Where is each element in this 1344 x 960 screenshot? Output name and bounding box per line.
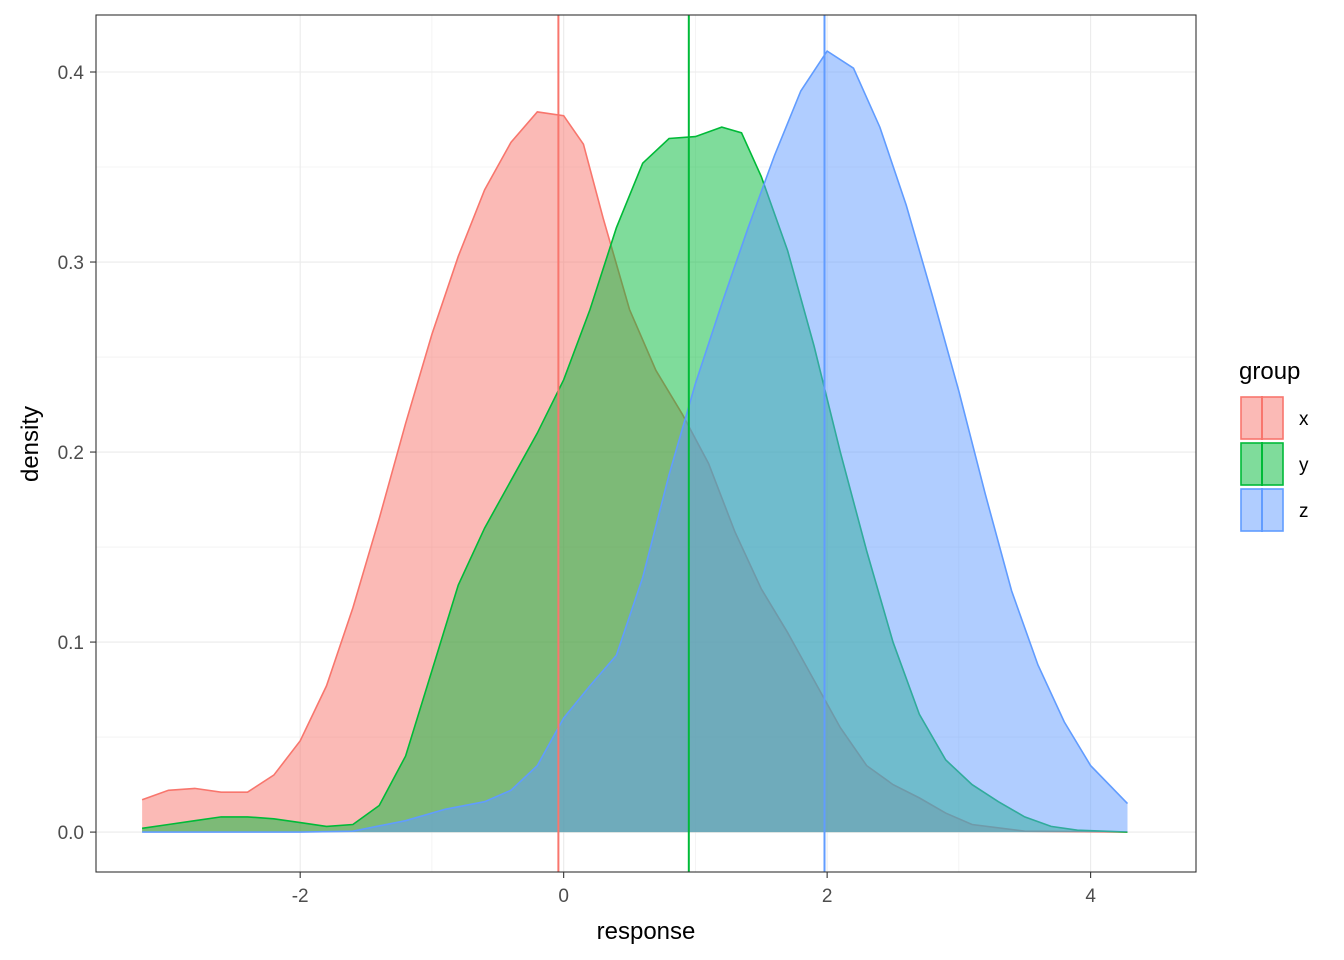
density-area-z [142,51,1128,833]
legend-item-y: y [1240,442,1309,486]
legend-item-x: x [1240,396,1309,440]
y-tick-label: 0.4 [58,63,85,84]
legend-title: group [1239,358,1300,385]
x-tick-label: 2 [822,886,833,907]
legend-label-y: y [1299,455,1309,476]
mean-lines [557,15,826,872]
legend-label-z: z [1299,501,1309,522]
y-tick-label: 0.1 [58,633,84,654]
x-tick-label: -2 [292,886,309,907]
y-tick-label: 0.3 [58,253,84,274]
x-axis: -2 0 2 4 [292,872,1096,907]
plot-border [95,14,1197,873]
x-tick-label: 4 [1085,886,1096,907]
density-areas [141,49,1129,833]
legend-label-x: x [1299,409,1309,430]
legend-item-z: z [1240,488,1309,532]
y-axis: 0.0 0.1 0.2 0.3 0.4 [58,63,96,844]
y-tick-label: 0.2 [58,443,84,464]
y-tick-label: 0.0 [58,823,84,844]
x-axis-title: response [597,918,696,945]
legend: group x y z [1239,358,1309,532]
density-line-z [142,49,1129,833]
y-axis-title: density [17,406,44,482]
x-tick-label: 0 [558,886,569,907]
